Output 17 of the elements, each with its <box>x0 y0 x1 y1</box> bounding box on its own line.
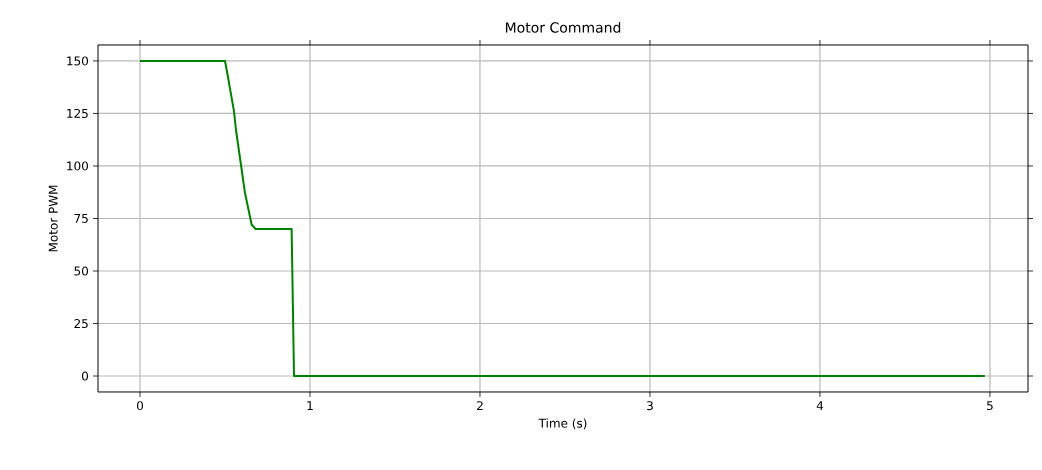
chart-title: Motor Command <box>505 21 621 33</box>
line-series <box>139 59 986 378</box>
x-tick-label: 3 <box>647 401 653 411</box>
x-tick-label: 1 <box>307 401 313 410</box>
x-tick-label: 0 <box>136 401 144 411</box>
y-tick-label: 25 <box>74 318 88 329</box>
y-axis-title: Motor PWM <box>48 185 58 252</box>
y-tick-label: 100 <box>67 161 89 171</box>
x-axis-title: Time (s) <box>538 418 587 430</box>
x-tick-label: 5 <box>987 401 993 411</box>
y-tick-label: 75 <box>74 214 88 223</box>
y-tick-label: 0 <box>81 371 89 381</box>
y-tick-label: 125 <box>67 108 88 118</box>
x-tick-label: 2 <box>477 401 483 411</box>
x-tick-label: 4 <box>816 401 824 410</box>
y-tick-label: 50 <box>74 266 89 276</box>
y-tick-label: 150 <box>67 56 89 66</box>
